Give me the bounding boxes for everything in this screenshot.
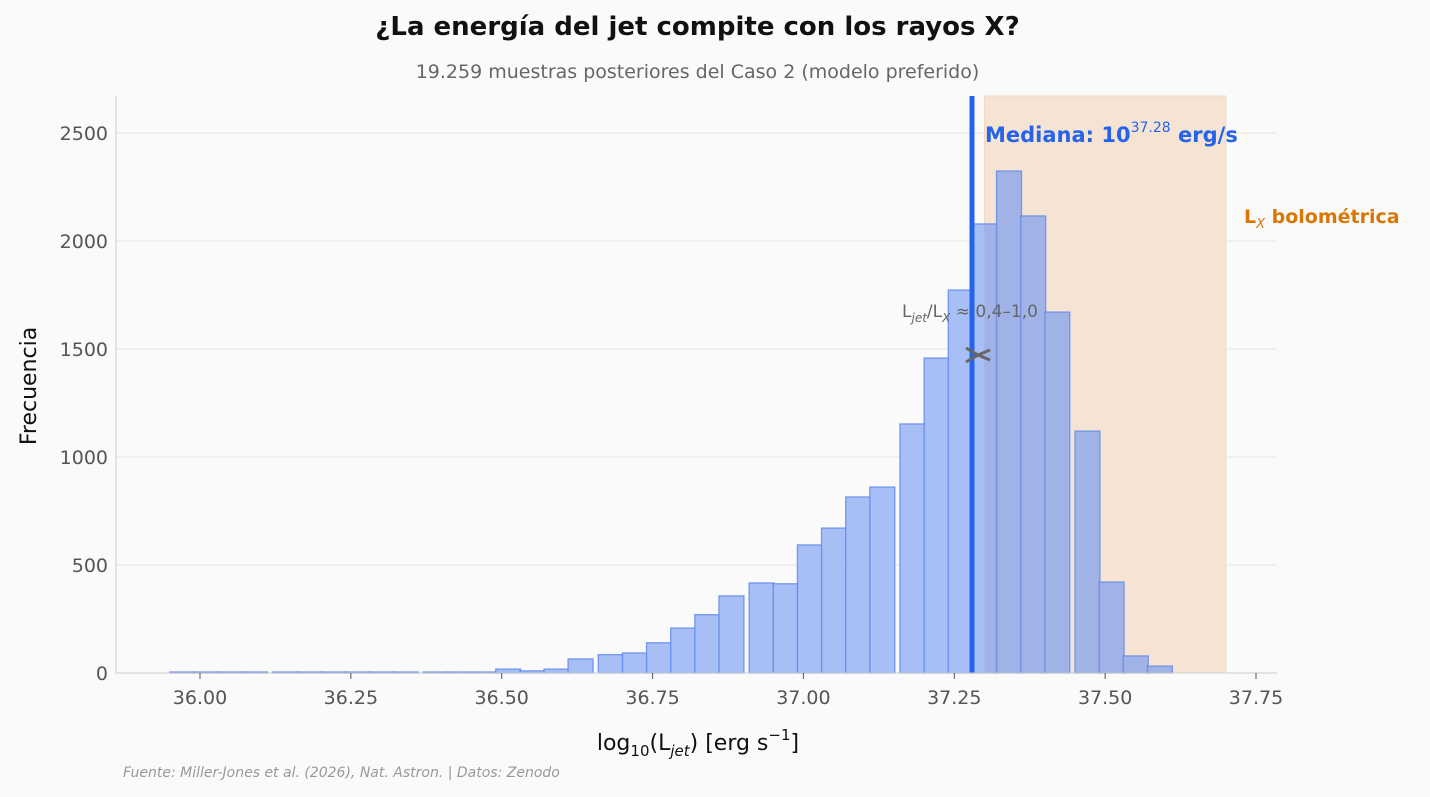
y-tick-label: 0 [96, 663, 108, 685]
histogram-bar [1044, 311, 1071, 674]
source-footnote: Fuente: Miller-Jones et al. (2026), Nat.… [123, 765, 560, 781]
x-axis-label: log10(Ljet) [erg s−1] [597, 726, 799, 760]
lx-bolometric-label: LX bolométrica [1244, 206, 1400, 232]
histogram-bar [947, 289, 974, 674]
x-tick-label: 36.00 [173, 687, 227, 709]
histogram-bar [567, 658, 594, 674]
axes [115, 96, 1277, 674]
x-tick-label: 37.00 [776, 687, 830, 709]
y-tick-label: 2000 [60, 231, 108, 253]
x-tick-label: 37.75 [1229, 687, 1283, 709]
histogram-bars [169, 170, 1174, 674]
histogram-bar [543, 668, 570, 674]
chart-title: ¿La energía del jet compite con los rayo… [375, 12, 1020, 42]
x-tick-label: 37.25 [927, 687, 981, 709]
x-tick-label: 36.75 [625, 687, 679, 709]
histogram-bar [899, 423, 926, 674]
histogram-bar [796, 544, 824, 674]
x-tick-label: 36.50 [475, 687, 529, 709]
histogram-bar [845, 496, 872, 674]
histogram-bar [621, 652, 649, 674]
histogram-bar [1074, 430, 1101, 674]
chart-subtitle: 19.259 muestras posteriores del Caso 2 (… [415, 61, 980, 83]
histogram-bar [694, 614, 721, 674]
histogram-bar [718, 595, 745, 674]
y-tick-label: 1500 [60, 339, 108, 361]
y-tick-label: 500 [72, 555, 108, 577]
histogram-bar [495, 668, 522, 674]
y-tick-label: 2500 [60, 123, 108, 145]
x-tick-label: 36.25 [324, 687, 378, 709]
median-label: Mediana: 1037.28 erg/s [985, 120, 1238, 147]
y-axis-label: Frecuencia [17, 327, 42, 445]
ratio-arrow-icon [965, 346, 991, 364]
histogram-bar [772, 583, 799, 674]
y-tick-label: 1000 [60, 447, 108, 469]
histogram-bar [923, 357, 950, 674]
histogram-bar [670, 627, 697, 674]
histogram-bar [748, 582, 775, 674]
histogram-bar [869, 486, 896, 674]
x-tick-label: 37.50 [1078, 687, 1132, 709]
ratio-annotation: Ljet/LX ≈ 0,4–1,0 [902, 302, 1038, 325]
histogram-bar [597, 653, 624, 674]
histogram-bar [645, 642, 673, 674]
tick-labels: 36.00 36.25 36.50 36.75 37.00 37.25 37.50 37.75… [60, 123, 1284, 709]
histogram-bar [820, 527, 848, 674]
